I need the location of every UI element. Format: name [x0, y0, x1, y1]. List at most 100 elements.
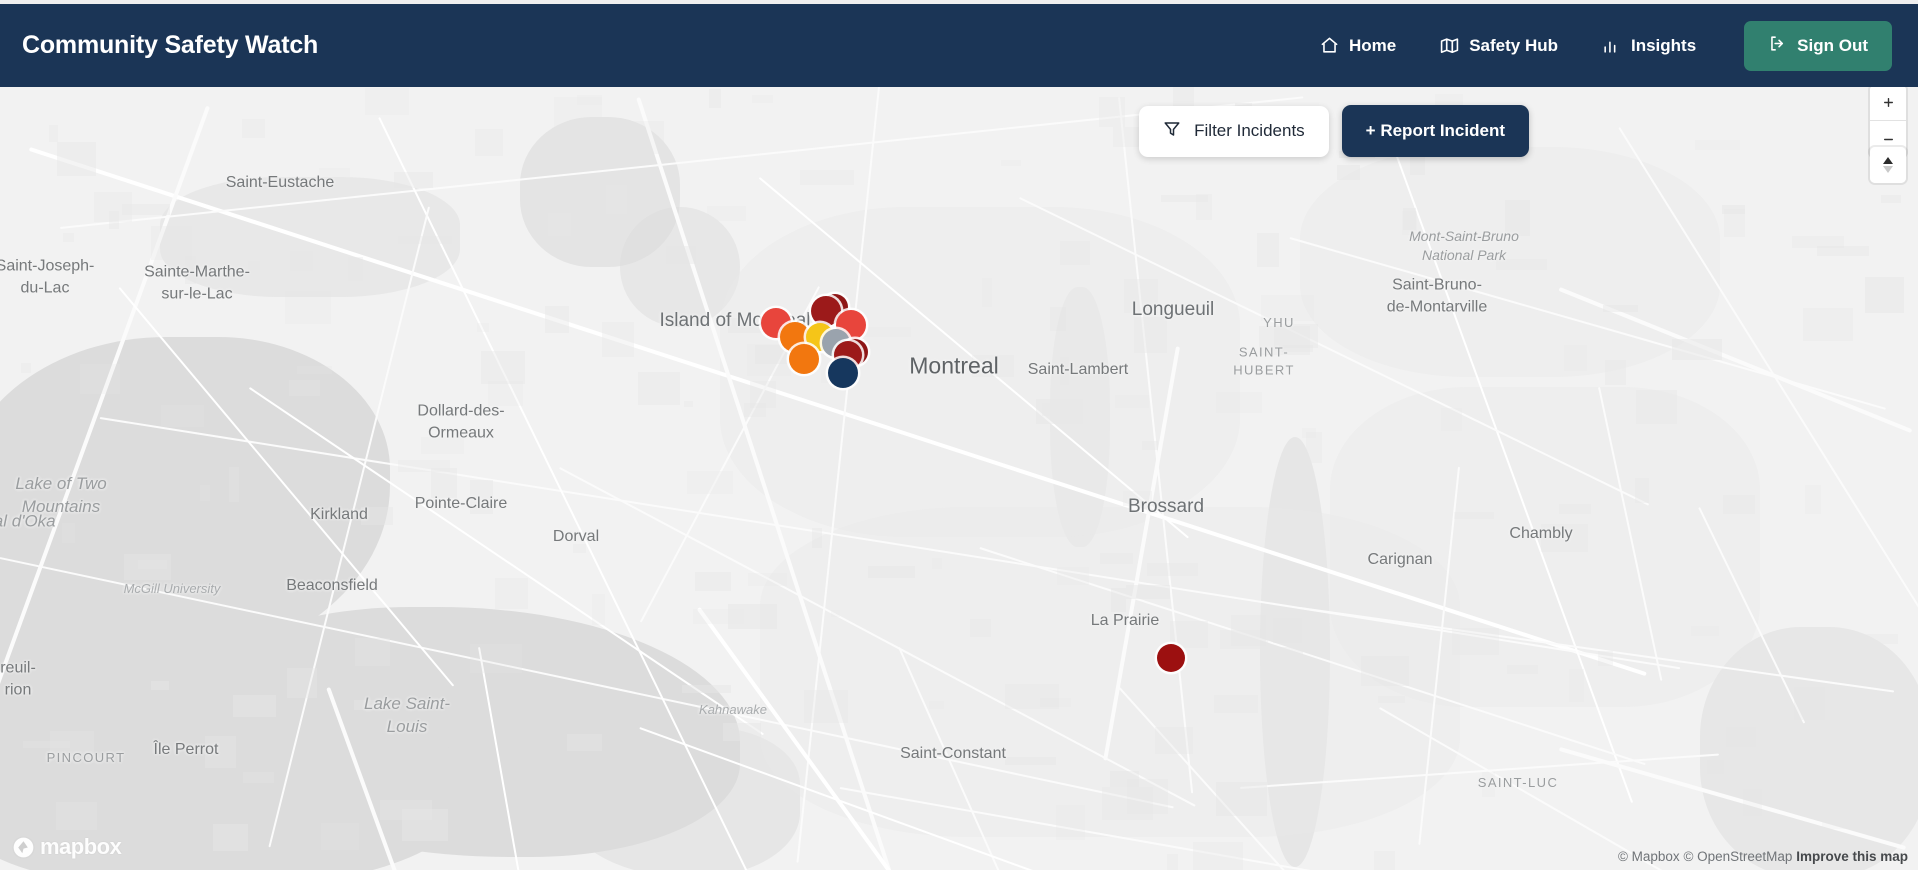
nav-item-insights[interactable]: Insights: [1580, 28, 1718, 64]
basemap-shape: [1231, 614, 1267, 646]
incident-map[interactable]: Saint-Eustache Saint-Joseph- du-Lac Sainte…: [0, 87, 1918, 870]
basemap-shape: [695, 572, 732, 591]
basemap-shape: [48, 124, 58, 143]
nav-item-home[interactable]: Home: [1298, 28, 1418, 64]
basemap-shape: [1099, 553, 1133, 565]
basemap-shape: [288, 380, 320, 397]
basemap-shape: [687, 470, 734, 494]
basemap-shape: [290, 250, 314, 271]
basemap-shape: [969, 618, 992, 638]
compass-icon[interactable]: [1870, 147, 1906, 183]
map-attribution: © Mapbox © OpenStreetMap Improve this ma…: [1618, 849, 1908, 864]
attribution-mapbox[interactable]: © Mapbox: [1617, 849, 1680, 864]
basemap-shape: [1373, 851, 1395, 870]
basemap-shape: [1126, 585, 1171, 599]
basemap-shape: [1170, 621, 1209, 649]
sign-out-button[interactable]: Sign Out: [1744, 20, 1892, 71]
basemap-shape: [591, 593, 606, 626]
basemap-shape: [1279, 344, 1313, 352]
basemap-shape: [560, 727, 800, 870]
basemap-shape: [1110, 587, 1127, 612]
basemap-shape: [747, 573, 787, 587]
basemap-shape: [1193, 842, 1244, 870]
basemap-shape: [1060, 357, 1069, 386]
basemap-shape: [398, 235, 452, 244]
basemap-shape: [475, 129, 504, 156]
basemap-shape: [1110, 771, 1140, 788]
basemap-shape: [1154, 727, 1194, 754]
basemap-shape: [1057, 567, 1090, 586]
basemap-shape: [1597, 651, 1614, 667]
basemap-shape: [692, 608, 745, 624]
filter-incidents-label: Filter Incidents: [1194, 121, 1305, 140]
incident-marker[interactable]: [828, 358, 858, 388]
filter-incidents-button[interactable]: Filter Incidents: [1139, 105, 1329, 157]
basemap-shape: [1634, 477, 1649, 504]
basemap-shape: [1115, 394, 1150, 408]
basemap-shape: [1259, 325, 1310, 355]
basemap-shape: [1724, 209, 1746, 238]
basemap-shape: [1166, 854, 1178, 870]
basemap-shape: [160, 405, 204, 428]
map-action-bar: Filter Incidents + Report Incident: [1139, 105, 1529, 157]
basemap-shape: [1604, 360, 1626, 385]
basemap-shape: [1453, 512, 1494, 519]
zoom-in-button[interactable]: [1870, 87, 1906, 121]
basemap-shape: [93, 191, 133, 223]
basemap-shape: [1124, 279, 1159, 313]
map-compass-control[interactable]: [1870, 147, 1906, 183]
nav-item-safety-hub[interactable]: Safety Hub: [1418, 28, 1580, 64]
nav-item-insights-label: Insights: [1631, 35, 1697, 55]
basemap-shape: [1213, 695, 1258, 713]
basemap-shape: [61, 523, 75, 543]
basemap-shape: [57, 142, 97, 177]
map-label: Saint-Joseph- du-Lac: [0, 257, 95, 296]
page-title: Community Safety Watch: [22, 31, 319, 59]
basemap-shape: [867, 566, 915, 578]
basemap-shape: [138, 559, 167, 570]
basemap-shape: [80, 363, 120, 395]
basemap-shape: [1602, 304, 1638, 313]
attribution-osm[interactable]: © OpenStreetMap: [1683, 849, 1793, 864]
basemap-shape: [1803, 308, 1854, 341]
incident-marker[interactable]: [1157, 644, 1185, 672]
basemap-shape: [1147, 562, 1199, 576]
basemap-shape: [1216, 391, 1263, 413]
improve-this-map-link[interactable]: Improve this map: [1796, 849, 1908, 864]
basemap-shape: [981, 277, 992, 307]
basemap-shape: [348, 256, 364, 281]
basemap-shape: [1256, 233, 1280, 267]
mapbox-logo[interactable]: mapbox: [12, 834, 122, 860]
basemap-shape: [1126, 779, 1168, 815]
report-incident-button[interactable]: + Report Incident: [1341, 105, 1529, 157]
basemap-shape: [1482, 771, 1495, 798]
basemap-shape: [284, 290, 332, 325]
basemap-shape: [800, 170, 854, 185]
logout-icon: [1768, 34, 1787, 58]
basemap-shape: [469, 480, 494, 514]
basemap-shape: [1865, 277, 1905, 314]
basemap-shape: [1220, 630, 1268, 650]
basemap-shape: [243, 771, 274, 784]
basemap-shape: [1005, 756, 1056, 766]
basemap-shape: [402, 808, 448, 841]
basemap-shape: [1568, 668, 1584, 702]
basemap-shape: [1101, 786, 1153, 821]
map-label: Pointe-Claire: [414, 495, 508, 513]
basemap-shape: [150, 226, 192, 260]
basemap-shape: [1671, 338, 1722, 360]
basemap-shape: [1742, 789, 1763, 816]
basemap-shape: [929, 701, 945, 709]
basemap-shape: [1817, 246, 1870, 257]
basemap-shape: [637, 372, 680, 405]
basemap-shape: [573, 544, 586, 553]
incident-marker[interactable]: [789, 344, 819, 374]
basemap-shape: [394, 172, 434, 188]
basemap-shape: [63, 233, 75, 243]
basemap-shape: [0, 687, 470, 870]
basemap-shape: [666, 852, 677, 870]
nav-item-safety-hub-label: Safety Hub: [1469, 35, 1558, 55]
basemap-shape: [1821, 806, 1870, 830]
basemap-shape: [151, 680, 169, 691]
